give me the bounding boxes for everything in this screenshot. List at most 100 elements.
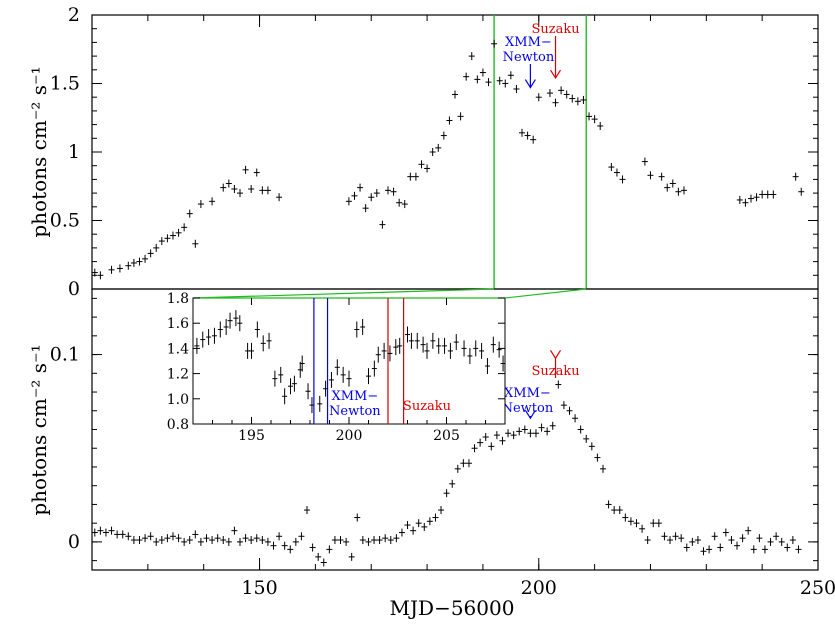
data-point: [215, 534, 221, 542]
y-tick-label: 0.5: [50, 210, 80, 232]
data-point: [712, 532, 718, 540]
data-point: [678, 534, 684, 542]
data-point: [589, 442, 595, 450]
y-tick-label: 0.1: [50, 344, 80, 366]
data-point: [784, 544, 790, 552]
data-point: [575, 97, 581, 105]
data-point: [259, 186, 265, 194]
data-point: [642, 158, 648, 166]
inset-y-tick-label: 1.0: [167, 392, 189, 408]
data-point: [695, 536, 701, 544]
data-point: [759, 190, 765, 198]
data-point: [365, 538, 371, 546]
data-point: [198, 538, 204, 546]
data-point: [377, 536, 383, 544]
xmm-label-line2: Newton: [503, 50, 555, 65]
data-point: [117, 264, 123, 272]
data-point: [220, 536, 226, 544]
x-tick-label: 150: [241, 577, 277, 599]
data-point: [734, 542, 740, 550]
data-point: [790, 536, 796, 544]
data-point: [396, 199, 402, 207]
data-point: [675, 188, 681, 196]
data-point: [530, 136, 536, 144]
data-point: [594, 454, 600, 462]
data-point: [706, 545, 712, 553]
data-point: [717, 544, 723, 552]
data-point: [399, 529, 405, 537]
data-point: [405, 521, 411, 529]
data-point: [522, 426, 528, 434]
data-point: [371, 536, 377, 544]
data-point: [765, 190, 771, 198]
data-point: [670, 180, 676, 188]
data-point: [689, 538, 695, 546]
data-point: [516, 427, 522, 435]
data-point: [444, 489, 450, 497]
data-point: [368, 193, 374, 201]
data-point: [527, 429, 533, 437]
data-point: [231, 185, 237, 193]
arrow-head: [551, 350, 561, 358]
data-point: [452, 90, 458, 98]
data-point: [494, 431, 500, 439]
data-point: [248, 185, 254, 193]
data-point: [374, 189, 380, 197]
data-point: [480, 69, 486, 77]
data-point: [502, 80, 508, 88]
data-point: [427, 517, 433, 525]
data-point: [349, 553, 355, 561]
data-point: [187, 536, 193, 544]
zoom-connector-left: [193, 289, 494, 298]
inset-suzaku-label: Suzaku: [403, 399, 451, 414]
data-point: [751, 545, 757, 553]
data-point: [592, 115, 598, 123]
top-panel: 00.511.52XMM−NewtonSuzaku: [50, 4, 818, 300]
data-point: [798, 188, 804, 196]
data-point: [271, 542, 277, 550]
data-point: [650, 519, 656, 527]
data-point: [388, 536, 394, 544]
data-point: [488, 442, 494, 450]
top-plot-frame: [92, 15, 818, 289]
data-point: [622, 514, 628, 522]
data-point: [645, 536, 651, 544]
data-point: [561, 401, 567, 409]
data-point: [519, 129, 525, 137]
data-point: [332, 536, 338, 544]
data-point: [770, 190, 776, 198]
data-point: [634, 519, 640, 527]
data-point: [159, 237, 165, 245]
data-point: [748, 195, 754, 203]
data-point: [505, 429, 511, 437]
data-point: [762, 545, 768, 553]
data-point: [723, 529, 729, 537]
data-point: [566, 407, 572, 415]
data-point: [357, 184, 363, 192]
data-point: [282, 542, 288, 550]
data-point: [402, 200, 408, 208]
data-point: [338, 536, 344, 544]
data-point: [153, 538, 159, 546]
data-point: [466, 459, 472, 467]
data-point: [569, 95, 575, 103]
data-point: [259, 536, 265, 544]
data-point: [737, 196, 743, 204]
data-point: [176, 534, 182, 542]
data-point: [310, 544, 316, 552]
data-point: [511, 431, 517, 439]
data-point: [391, 188, 397, 196]
data-point: [287, 545, 293, 553]
data-point: [265, 186, 271, 194]
data-point: [647, 171, 653, 179]
data-point: [326, 545, 332, 553]
data-point: [656, 519, 662, 527]
data-point: [410, 527, 416, 535]
zoom-connector-right: [505, 289, 586, 298]
data-point: [293, 538, 299, 546]
data-point: [664, 184, 670, 192]
data-point: [170, 232, 176, 240]
data-point: [793, 173, 799, 181]
data-point: [779, 538, 785, 546]
data-point: [136, 536, 142, 544]
